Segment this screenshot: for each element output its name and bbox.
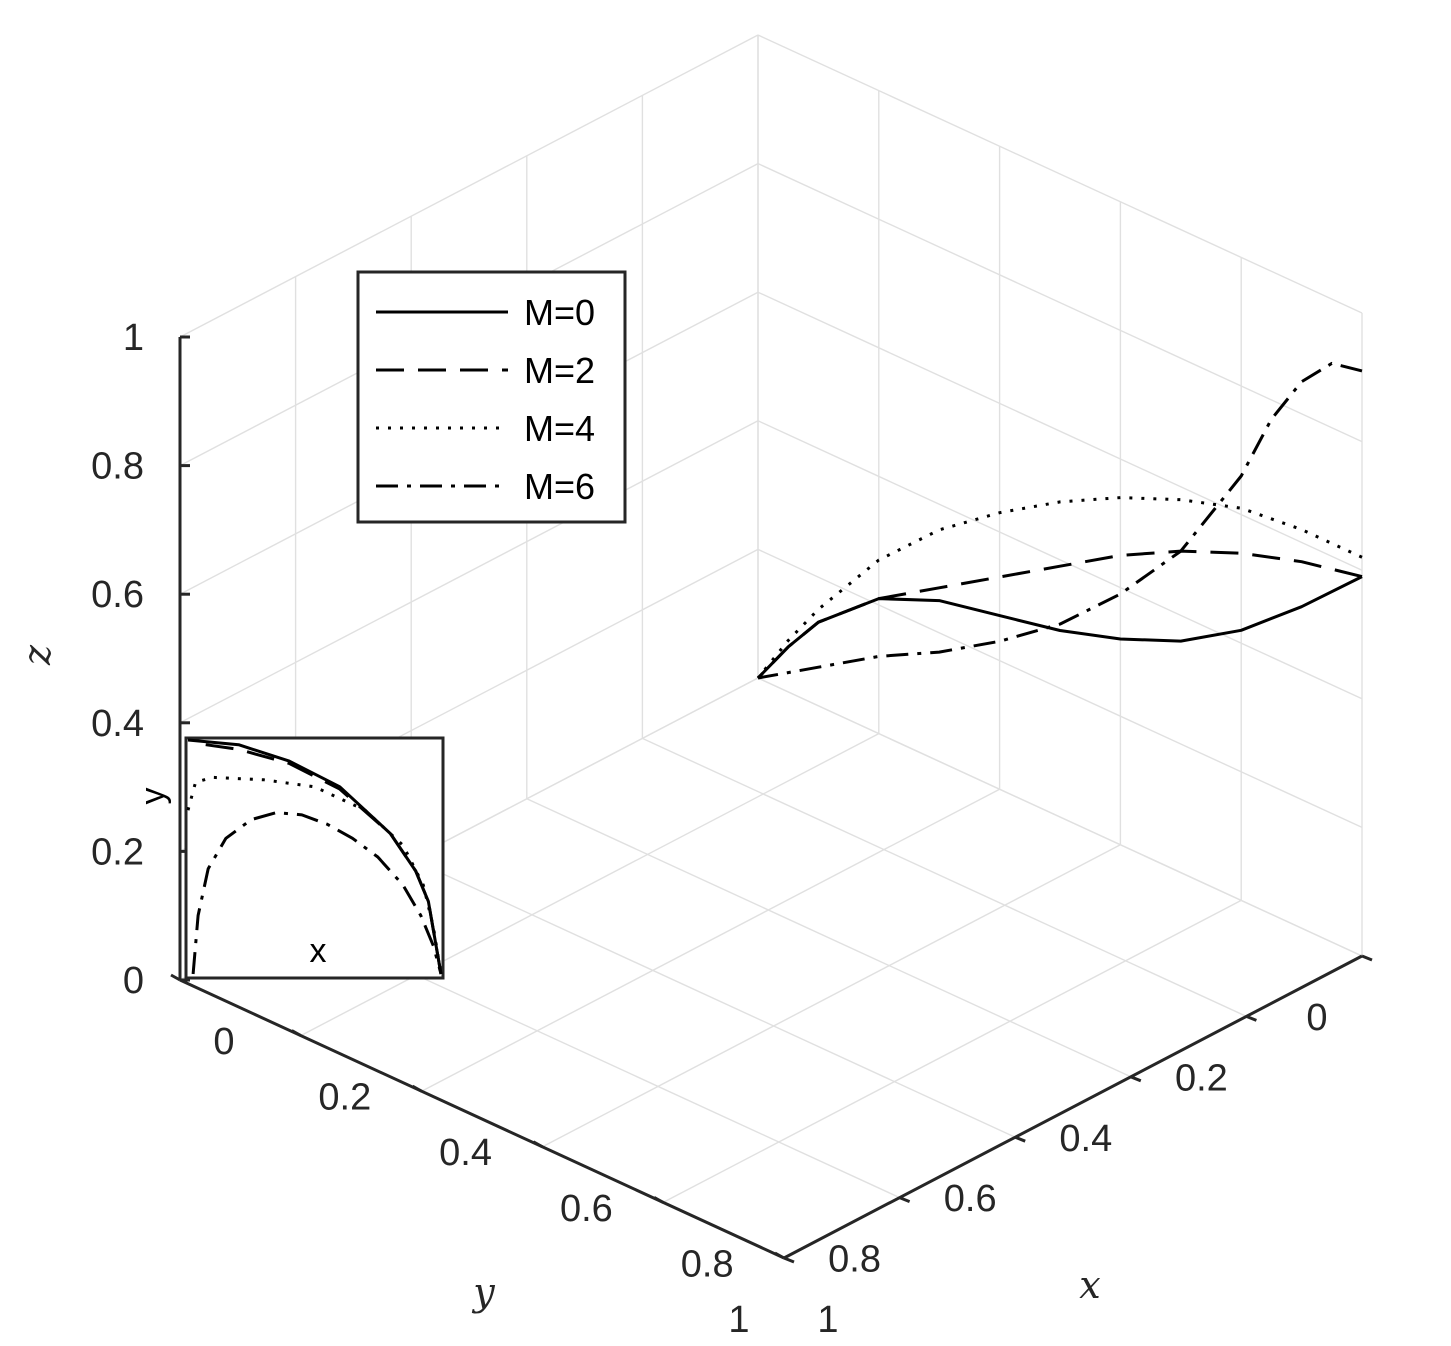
legend-label-m6: M=6: [524, 466, 595, 507]
x-tick: [411, 1084, 423, 1093]
z-tick-label: 0.8: [91, 446, 144, 488]
x-tick: [653, 1196, 664, 1204]
x-tick: [170, 973, 181, 982]
grid-line-floor-x: [300, 732, 880, 1037]
legend-label-m4: M=4: [524, 408, 595, 449]
grid-line-wall-x0: [179, 420, 759, 724]
tick-label-layer: 0 0 0 0.2 0.2 0.2 0.4 0.4 0.4 0.6 0.6 0.6 0.8 0.8 0.8 1…: [91, 317, 1327, 1341]
y-tick: [1361, 954, 1373, 962]
z-tick-label: 0: [123, 960, 144, 1002]
x-tick: [774, 1251, 785, 1260]
inset-x-label: x: [310, 932, 327, 970]
y-tick-label: 0.2: [1175, 1057, 1228, 1099]
grid-line-wall-y0: [757, 420, 1363, 700]
x-tick-label: 0.6: [560, 1188, 613, 1230]
grid-line-wall-y0: [757, 548, 1363, 829]
y-tick: [1014, 1135, 1026, 1143]
y-axis-line: [783, 954, 1363, 1260]
x-axis-line: [179, 978, 785, 1260]
x-axis-label: x: [1079, 1263, 1100, 1307]
grid-line-floor-x: [662, 899, 1242, 1204]
grid-line-wall-y0: [757, 162, 1363, 443]
grid-line-floor-x: [542, 844, 1121, 1148]
legend-box: [356, 270, 627, 524]
series-line-m2: [756, 549, 1363, 680]
grid-line-wall-y0: [757, 291, 1363, 571]
x-tick-label: 0.4: [439, 1132, 492, 1174]
inset-plot: x y: [134, 736, 445, 980]
inset-series-line-m4: [186, 775, 443, 975]
curve-layer: [756, 361, 1363, 680]
z-tick-label: 0.2: [91, 831, 144, 873]
x-tick: [291, 1029, 302, 1037]
x-tick-label: 0: [213, 1021, 234, 1063]
grid-line-floor-y: [642, 737, 1247, 1018]
y-tick: [1130, 1075, 1142, 1083]
grid-line-wall-x0: [179, 34, 759, 338]
series-line-m4: [756, 496, 1363, 679]
legend-label-m2: M=2: [524, 350, 595, 391]
y-tick-label: 0.8: [828, 1239, 881, 1281]
x-tick-label: 0.8: [681, 1243, 734, 1285]
grid-line-floor-y: [526, 798, 1132, 1078]
x-tick: [532, 1140, 544, 1149]
x-tick-label: 0.2: [318, 1077, 371, 1119]
y-tick: [1245, 1015, 1257, 1022]
x-tick-label: 1: [817, 1299, 838, 1341]
axis-layer: [170, 335, 1373, 1264]
grid-line-wall-y0: [757, 677, 1363, 957]
legend: M=0 M=2 M=4 M=6: [356, 270, 627, 524]
z-axis-label: z: [15, 644, 59, 666]
y-axis-label: y: [471, 1270, 495, 1314]
grid-line-floor-x: [421, 788, 1000, 1092]
grid-line-wall-y0: [757, 34, 1363, 314]
z-tick-label: 1: [123, 317, 144, 359]
y-tick-label: 0.4: [1059, 1118, 1112, 1160]
y-tick-label: 1: [728, 1299, 749, 1341]
y-tick: [783, 1256, 795, 1264]
grid-line-floor-y: [410, 858, 1016, 1138]
legend-label-m0: M=0: [524, 292, 595, 333]
z-tick-label: 0.4: [91, 703, 144, 745]
y-tick-label: 0: [1306, 997, 1327, 1039]
y-tick-label: 0.6: [944, 1178, 997, 1220]
y-tick: [899, 1196, 911, 1203]
z-tick-label: 0.6: [91, 574, 144, 616]
inset-y-label: y: [134, 788, 172, 805]
inset-series-line-m6: [191, 811, 443, 975]
